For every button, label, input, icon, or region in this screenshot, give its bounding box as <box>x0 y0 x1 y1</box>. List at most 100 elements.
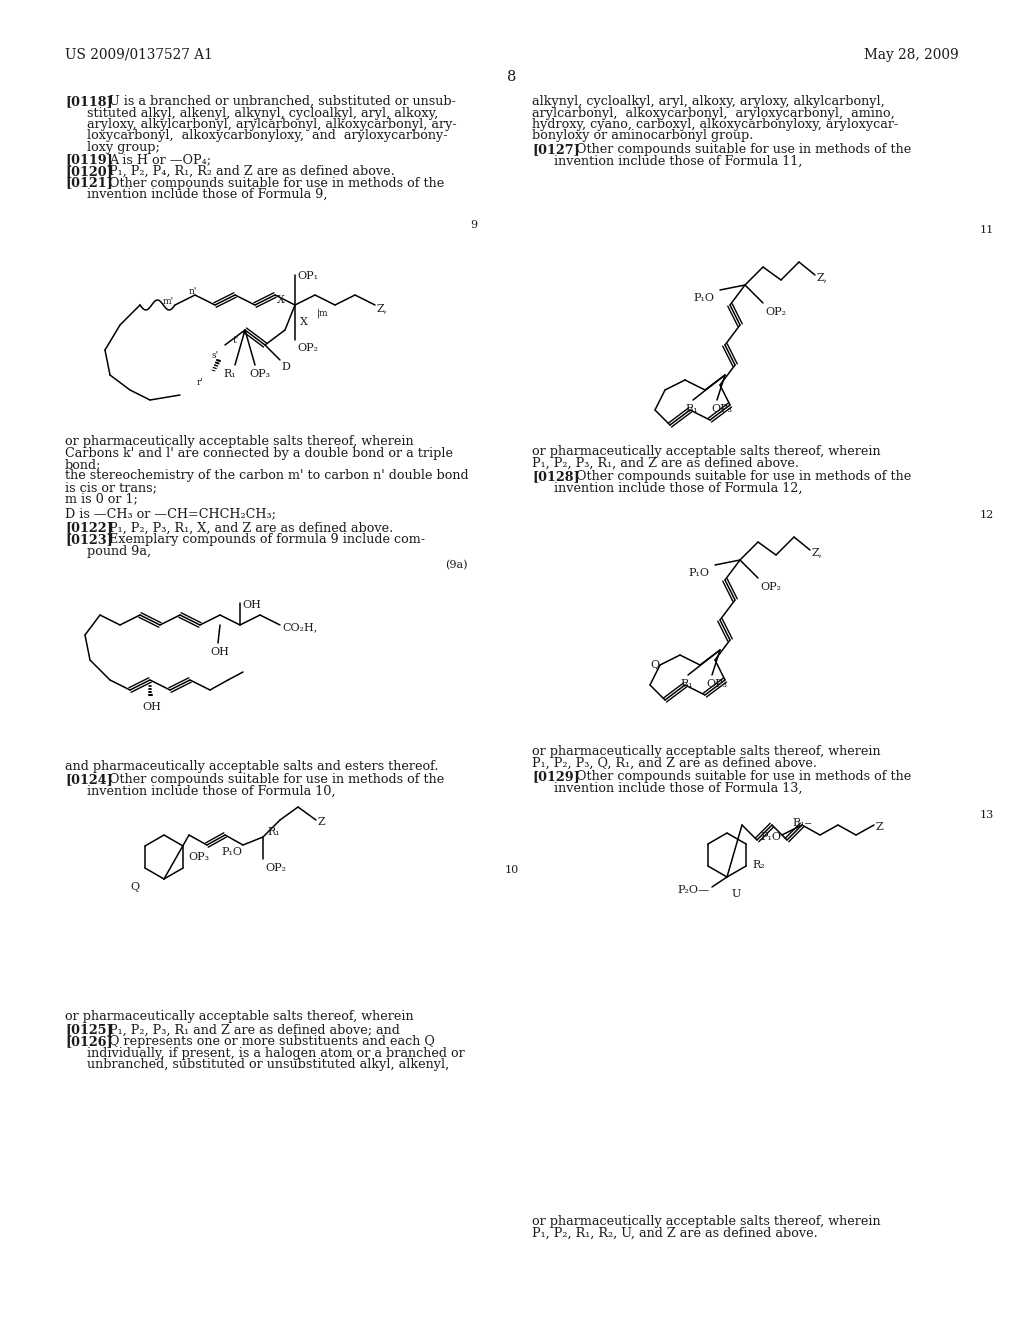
Text: Other compounds suitable for use in methods of the: Other compounds suitable for use in meth… <box>575 770 911 783</box>
Text: and pharmaceutically acceptable salts and esters thereof.: and pharmaceutically acceptable salts an… <box>65 760 438 774</box>
Text: individually, if present, is a halogen atom or a branched or: individually, if present, is a halogen a… <box>87 1047 465 1060</box>
Text: [0123]: [0123] <box>65 533 113 546</box>
Text: loxycarbonyl,  alkoxycarbonyloxy,  and  aryloxycarbony-: loxycarbonyl, alkoxycarbonyloxy, and ary… <box>87 129 447 143</box>
Text: OP₃: OP₃ <box>711 404 732 414</box>
Text: P₁O: P₁O <box>221 847 242 857</box>
Text: Other compounds suitable for use in methods of the: Other compounds suitable for use in meth… <box>109 774 444 787</box>
Text: bond;: bond; <box>65 458 101 471</box>
Text: Other compounds suitable for use in methods of the: Other compounds suitable for use in meth… <box>109 177 444 190</box>
Text: (9a): (9a) <box>445 560 468 570</box>
Text: [0121]: [0121] <box>65 177 113 190</box>
Text: OP₃: OP₃ <box>706 678 727 689</box>
Text: invention include those of Formula 13,: invention include those of Formula 13, <box>554 781 803 795</box>
Text: X: X <box>300 317 308 327</box>
Text: invention include those of Formula 10,: invention include those of Formula 10, <box>87 785 336 799</box>
Text: invention include those of Formula 9,: invention include those of Formula 9, <box>87 187 328 201</box>
Text: R₁: R₁ <box>680 678 692 689</box>
Text: m': m' <box>163 297 174 306</box>
Text: alkynyl, cycloalkyl, aryl, alkoxy, aryloxy, alkylcarbonyl,: alkynyl, cycloalkyl, aryl, alkoxy, arylo… <box>532 95 885 108</box>
Text: OH: OH <box>242 601 261 610</box>
Text: R₂: R₂ <box>752 861 765 870</box>
Text: US 2009/0137527 A1: US 2009/0137527 A1 <box>65 48 213 62</box>
Text: [0118]: [0118] <box>65 95 113 108</box>
Text: aryloxy, alkylcarbonyl, arylcarbonyl, alkoxycarbonyl, ary-: aryloxy, alkylcarbonyl, arylcarbonyl, al… <box>87 117 457 131</box>
Text: R₁: R₁ <box>267 828 280 837</box>
Text: the stereochemistry of the carbon m' to carbon n' double bond: the stereochemistry of the carbon m' to … <box>65 470 469 483</box>
Text: or pharmaceutically acceptable salts thereof, wherein: or pharmaceutically acceptable salts the… <box>532 744 881 758</box>
Text: [0120]: [0120] <box>65 165 113 178</box>
Text: CO₂H,: CO₂H, <box>282 622 317 632</box>
Text: pound 9a,: pound 9a, <box>87 544 152 557</box>
Text: May 28, 2009: May 28, 2009 <box>864 48 959 62</box>
Text: invention include those of Formula 11,: invention include those of Formula 11, <box>554 154 803 168</box>
Text: Z,: Z, <box>377 304 388 313</box>
Text: P₁O: P₁O <box>688 568 709 578</box>
Text: 11: 11 <box>980 224 994 235</box>
Text: R₁: R₁ <box>223 370 236 379</box>
Text: D: D <box>281 362 290 372</box>
Text: U is a branched or unbranched, substituted or unsub-: U is a branched or unbranched, substitut… <box>109 95 456 108</box>
Text: Z: Z <box>876 822 884 832</box>
Text: [0127]: [0127] <box>532 143 580 156</box>
Text: P₂O—: P₂O— <box>677 884 710 895</box>
Text: bonyloxy or aminocarbonyl group.: bonyloxy or aminocarbonyl group. <box>532 129 754 143</box>
Text: or pharmaceutically acceptable salts thereof, wherein: or pharmaceutically acceptable salts the… <box>532 445 881 458</box>
Text: loxy group;: loxy group; <box>87 141 160 154</box>
Text: OP₂: OP₂ <box>765 308 786 317</box>
Text: [0124]: [0124] <box>65 774 113 787</box>
Text: Carbons k' and l' are connected by a double bond or a triple: Carbons k' and l' are connected by a dou… <box>65 446 453 459</box>
Text: OP₃: OP₃ <box>249 370 270 379</box>
Text: Q represents one or more substituents and each Q: Q represents one or more substituents an… <box>109 1035 435 1048</box>
Text: r': r' <box>197 378 204 387</box>
Text: 12: 12 <box>980 510 994 520</box>
Text: [0129]: [0129] <box>532 770 580 783</box>
Text: OP₂: OP₂ <box>297 343 318 352</box>
Text: Z,: Z, <box>817 272 827 282</box>
Text: arylcarbonyl,  alkoxycarbonyl,  aryloxycarbonyl,  amino,: arylcarbonyl, alkoxycarbonyl, aryloxycar… <box>532 107 895 120</box>
Text: D is —CH₃ or —CH=CHCH₂CH₃;: D is —CH₃ or —CH=CHCH₂CH₃; <box>65 507 275 520</box>
Text: [0122]: [0122] <box>65 521 113 535</box>
Text: P₁O: P₁O <box>693 293 714 304</box>
Text: Q: Q <box>130 882 139 892</box>
Text: P₁, P₂, P₃, R₁, X, and Z are as defined above.: P₁, P₂, P₃, R₁, X, and Z are as defined … <box>109 521 393 535</box>
Text: Other compounds suitable for use in methods of the: Other compounds suitable for use in meth… <box>575 143 911 156</box>
Text: [0125]: [0125] <box>65 1023 113 1036</box>
Text: Z: Z <box>318 817 326 828</box>
Text: OP₂: OP₂ <box>265 863 286 873</box>
Text: 9: 9 <box>470 220 477 230</box>
Text: P₁, P₂, R₁, R₂, U, and Z are as defined above.: P₁, P₂, R₁, R₂, U, and Z are as defined … <box>532 1226 818 1239</box>
Text: or pharmaceutically acceptable salts thereof, wherein: or pharmaceutically acceptable salts the… <box>65 436 414 447</box>
Text: 8: 8 <box>507 70 517 84</box>
Text: OP₂: OP₂ <box>760 582 781 591</box>
Text: is cis or trans;: is cis or trans; <box>65 480 157 494</box>
Text: 10: 10 <box>505 865 519 875</box>
Text: 13: 13 <box>980 810 994 820</box>
Text: OP₃: OP₃ <box>188 851 209 862</box>
Text: P₁, P₂, P₄, R₁, R₂ and Z are as defined above.: P₁, P₂, P₄, R₁, R₂ and Z are as defined … <box>109 165 394 178</box>
Text: U: U <box>732 888 741 899</box>
Text: s': s' <box>211 351 218 360</box>
Text: [0126]: [0126] <box>65 1035 113 1048</box>
Text: [0128]: [0128] <box>532 470 580 483</box>
Text: or pharmaceutically acceptable salts thereof, wherein: or pharmaceutically acceptable salts the… <box>65 1010 414 1023</box>
Text: OH: OH <box>210 647 229 657</box>
Text: P₁O: P₁O <box>760 832 781 842</box>
Text: OP₁: OP₁ <box>297 271 318 281</box>
Text: or pharmaceutically acceptable salts thereof, wherein: or pharmaceutically acceptable salts the… <box>532 1214 881 1228</box>
Text: |m: |m <box>317 309 329 318</box>
Text: R₁: R₁ <box>685 404 697 414</box>
Text: R₁‒: R₁‒ <box>792 818 812 828</box>
Text: invention include those of Formula 12,: invention include those of Formula 12, <box>554 482 803 495</box>
Text: OH: OH <box>142 702 161 711</box>
Text: A is H or —OP₄;: A is H or —OP₄; <box>109 153 211 166</box>
Text: [0119]: [0119] <box>65 153 113 166</box>
Text: hydroxy, cyano, carboxyl, alkoxycarbonyloxy, aryloxycar-: hydroxy, cyano, carboxyl, alkoxycarbonyl… <box>532 117 898 131</box>
Text: t': t' <box>233 337 240 345</box>
Text: Q: Q <box>650 660 659 671</box>
Text: P₁, P₂, P₃, R₁ and Z are as defined above; and: P₁, P₂, P₃, R₁ and Z are as defined abov… <box>109 1023 400 1036</box>
Text: Z,: Z, <box>812 546 823 557</box>
Text: X: X <box>278 294 285 305</box>
Text: m is 0 or 1;: m is 0 or 1; <box>65 492 138 506</box>
Text: P₁, P₂, P₃, R₁, and Z are as defined above.: P₁, P₂, P₃, R₁, and Z are as defined abo… <box>532 457 799 470</box>
Text: P₁, P₂, P₃, Q, R₁, and Z are as defined above.: P₁, P₂, P₃, Q, R₁, and Z are as defined … <box>532 756 817 770</box>
